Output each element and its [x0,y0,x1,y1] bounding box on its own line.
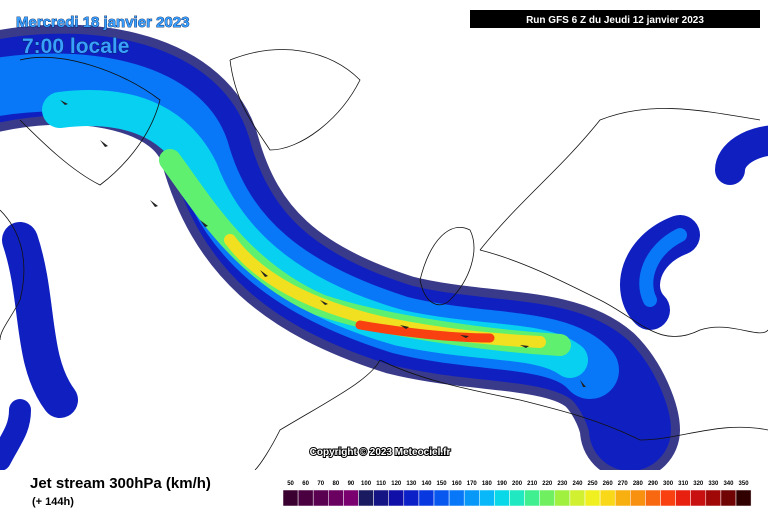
scale-label: 70 [317,481,324,487]
scale-label: 290 [648,481,659,487]
scale-label: 330 [708,481,719,487]
scale-swatch [433,489,450,507]
scale-label: 250 [588,481,599,487]
scale-label: 60 [302,481,309,487]
scale-label: 160 [452,481,463,487]
scale-label: 340 [723,481,734,487]
scale-swatch [373,489,389,507]
scale-label: 280 [633,481,644,487]
scale-label: 50 [287,481,294,487]
scale-label: 230 [557,481,568,487]
forecast-date: Mercredi 18 janvier 2023 [16,14,189,31]
scale-swatch [463,489,480,507]
scale-label: 140 [421,481,432,487]
scale-swatch [494,489,510,507]
scale-swatch [403,489,420,507]
run-label: Run GFS 6 Z du Jeudi 12 janvier 2023 [526,15,704,26]
scale-swatch [524,489,540,507]
scale-swatch [418,489,435,507]
scale-swatch [388,489,405,507]
scale-swatch [479,489,495,507]
scale-swatch [509,489,525,507]
scale-swatch [554,489,571,507]
scale-swatch [645,489,661,507]
scale-swatch [690,489,707,507]
scale-swatch [614,489,631,507]
scale-label: 240 [572,481,583,487]
jet-stream [0,24,768,480]
scale-swatch [660,489,676,507]
scale-label: 120 [391,481,402,487]
scale-label: 350 [739,481,750,487]
scale-label: 190 [497,481,508,487]
scale-swatch [720,489,737,507]
scale-swatch [343,489,359,507]
scale-label: 170 [467,481,478,487]
coastlines [0,49,768,471]
color-scale: 50 60 70 80 90 100 110 120 130 140 150 160 170 180 190… [282,481,752,507]
scale-swatch [312,489,329,507]
scale-swatch [282,489,299,507]
scale-swatch [599,489,616,507]
scale-swatch [630,489,646,507]
scale-swatch [448,489,465,507]
scale-swatch [584,489,601,507]
scale-swatch [705,489,722,507]
scale-swatch [297,489,314,507]
scale-label: 90 [348,481,355,487]
scale-label: 320 [693,481,704,487]
scale-label: 270 [618,481,629,487]
scale-label: 80 [333,481,340,487]
scale-label: 150 [437,481,448,487]
scale-swatch [735,489,752,507]
scale-label: 200 [512,481,523,487]
legend-subtitle: (+ 144h) [32,496,74,508]
scale-swatch [675,489,691,507]
scale-swatch [328,489,344,507]
scale-label: 180 [482,481,493,487]
legend-title: Jet stream 300hPa (km/h) [30,475,211,492]
scale-label: 260 [603,481,614,487]
scale-label: 310 [678,481,689,487]
scale-label: 100 [361,481,372,487]
forecast-time: 7:00 locale [22,35,129,58]
scale-swatch [539,489,556,507]
scale-swatch [569,489,586,507]
scale-label: 110 [376,481,386,487]
copyright: Copyright © 2023 Meteociel.fr [310,447,451,458]
scale-label: 220 [542,481,553,487]
scale-label: 300 [663,481,674,487]
scale-label: 130 [406,481,417,487]
scale-swatch [358,489,374,507]
scale-label: 210 [527,481,538,487]
run-box [470,10,760,28]
